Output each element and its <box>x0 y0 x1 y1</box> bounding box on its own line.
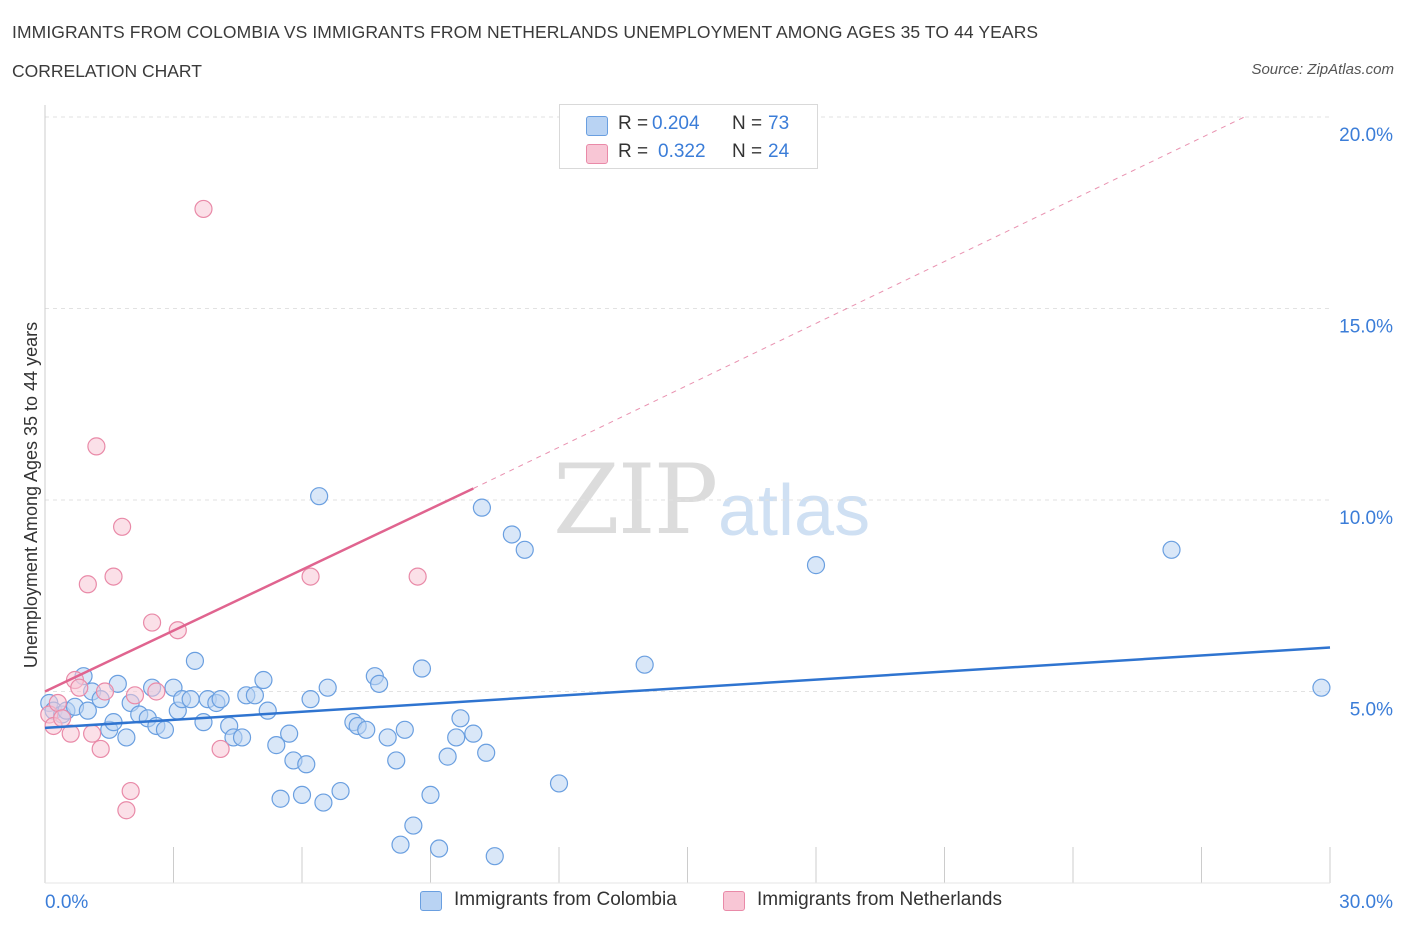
colombia-point <box>447 728 466 747</box>
colombia-point <box>438 747 457 766</box>
colombia-point <box>271 789 290 808</box>
colombia-point <box>292 785 312 805</box>
colombia-point <box>78 701 97 720</box>
netherlands-point <box>301 567 320 586</box>
correlation-legend: R = 0.204 N = 73 R = 0.322 N = 24 <box>559 104 818 169</box>
colombia-point <box>370 674 389 693</box>
bottom-legend-label-netherlands: Immigrants from Netherlands <box>757 889 1002 910</box>
colombia-point <box>185 651 205 670</box>
colombia-point <box>477 743 496 762</box>
colombia-point <box>451 709 470 728</box>
netherlands-point <box>104 567 123 586</box>
colombia-point <box>181 690 200 709</box>
colombia-point <box>429 839 449 858</box>
x-tick-label: 30.0% <box>1339 892 1393 913</box>
netherlands-point <box>70 678 89 697</box>
watermark-atlas: atlas <box>718 471 871 551</box>
colombia-point <box>280 724 299 743</box>
legend-swatch-netherlands <box>586 144 608 164</box>
colombia-point <box>412 659 432 678</box>
colombia-point <box>211 690 230 709</box>
colombia-point <box>515 540 534 559</box>
colombia-point <box>404 816 423 835</box>
colombia-point <box>301 690 320 709</box>
legend-n-value: 73 <box>768 113 790 134</box>
legend-r-label: R = <box>618 113 649 134</box>
legend-swatch-colombia <box>586 116 608 136</box>
colombia-point <box>1162 540 1181 559</box>
bottom-legend-swatch-netherlands <box>723 891 745 911</box>
x-tick-label: 0.0% <box>45 892 88 913</box>
netherlands-point <box>53 709 72 728</box>
netherlands-point <box>87 437 106 456</box>
netherlands-point <box>48 693 67 713</box>
y-tick-label: 20.0% <box>1339 125 1393 146</box>
chart-subtitle: CORRELATION CHART <box>12 61 202 81</box>
colombia-point <box>310 487 329 506</box>
legend-n-label: N = <box>732 113 763 134</box>
colombia-point <box>267 736 286 755</box>
colombia-point <box>378 728 397 747</box>
legend-r-value: 0.322 <box>658 141 706 162</box>
bottom-legend-label-colombia: Immigrants from Colombia <box>454 889 677 910</box>
colombia-point <box>357 720 376 739</box>
colombia-point <box>1312 678 1331 697</box>
source-credit: Source: ZipAtlas.com <box>1251 61 1394 78</box>
netherlands-point <box>112 517 132 536</box>
colombia-point <box>806 556 826 575</box>
y-axis-label: Unemployment Among Ages 35 to 44 years <box>21 322 41 668</box>
y-tick-label: 5.0% <box>1350 700 1393 721</box>
netherlands-point <box>121 781 140 801</box>
watermark-zip: ZIP <box>553 444 718 556</box>
legend-n-value: 24 <box>768 141 790 162</box>
chart-title: IMMIGRANTS FROM COLOMBIA VS IMMIGRANTS F… <box>12 22 1039 42</box>
colombia-point <box>117 728 136 747</box>
bottom-legend-swatch-colombia <box>420 891 442 911</box>
colombia-point <box>549 774 569 793</box>
colombia-point <box>485 847 504 866</box>
colombia-point <box>254 670 273 690</box>
netherlands-trend-line <box>44 487 474 693</box>
colombia-point <box>391 835 410 854</box>
colombia-point <box>155 720 175 739</box>
colombia-trend-line <box>44 646 1331 730</box>
colombia-point <box>387 751 406 770</box>
netherlands-point <box>408 567 427 586</box>
colombia-point <box>318 678 337 697</box>
colombia-point <box>194 713 213 732</box>
colombia-point <box>464 724 483 743</box>
netherlands-point <box>83 724 102 743</box>
colombia-point <box>258 701 277 720</box>
y-tick-label: 10.0% <box>1339 508 1393 529</box>
colombia-point <box>245 686 264 705</box>
netherlands-point <box>147 682 166 701</box>
netherlands-point <box>125 686 145 705</box>
y-tick-label: 15.0% <box>1339 317 1393 338</box>
colombia-point <box>297 755 316 774</box>
colombia-point <box>421 785 440 805</box>
legend-r-label: R = <box>618 141 649 162</box>
netherlands-point <box>117 801 136 820</box>
colombia-point <box>502 525 521 544</box>
netherlands-point <box>194 199 213 219</box>
colombia-point <box>232 728 252 747</box>
colombia-point <box>635 655 654 674</box>
legend-r-value: 0.204 <box>652 113 700 134</box>
netherlands-point <box>78 575 97 594</box>
netherlands-point <box>142 613 162 632</box>
colombia-point <box>472 498 491 517</box>
netherlands-point <box>211 739 230 759</box>
colombia-point <box>331 781 350 801</box>
colombia-point <box>395 720 414 739</box>
colombia-point <box>314 793 333 812</box>
legend-n-label: N = <box>732 141 763 162</box>
netherlands-point <box>95 682 115 701</box>
netherlands-point <box>91 739 110 759</box>
netherlands-trend-extension <box>473 116 1245 489</box>
